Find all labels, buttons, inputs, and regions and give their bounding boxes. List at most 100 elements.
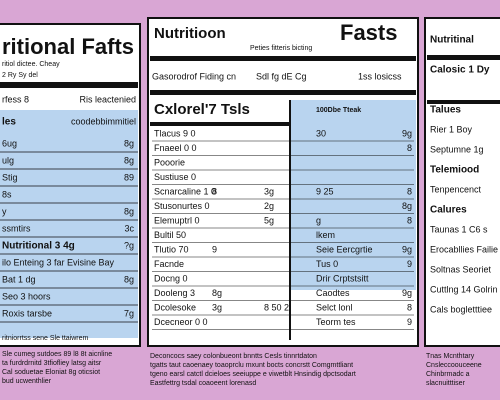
header: 1ss losicss xyxy=(358,71,402,81)
footer: Tnas Mcnthtary xyxy=(426,353,475,360)
row-label: Soltnas Seoriet xyxy=(430,264,492,274)
title: Nutritinal xyxy=(430,35,474,46)
title: Fasts xyxy=(340,20,397,45)
right-panel xyxy=(424,17,500,347)
footer: Cal soduetae Eloniat 8g oticsiot xyxy=(2,369,100,376)
row-value: 8g xyxy=(124,155,134,165)
row-cell: 8g xyxy=(212,288,222,298)
row-cell: 5g xyxy=(264,215,274,225)
row-cell: Bultil 50 xyxy=(154,230,186,240)
row-cell: 2g xyxy=(264,201,274,211)
row-cell: lkem xyxy=(316,230,335,240)
note: ritniorrtss sene Sle ttaiwrem xyxy=(2,335,89,342)
row-cell: 8 50 2 xyxy=(264,302,289,312)
row-label: Calures xyxy=(430,205,467,216)
header: Ris leactenied xyxy=(79,94,136,104)
row-cell: 9 xyxy=(212,244,217,254)
center-blue xyxy=(290,100,416,290)
row-cell: Docng 0 xyxy=(154,273,188,283)
row-cell: Elemuptrl 0 xyxy=(154,215,200,225)
subtitle: Peties fitteris bicting xyxy=(250,45,312,52)
row-cell: Seie Eercgrtie xyxy=(316,244,373,254)
subtitle: 2 Ry Sy del xyxy=(2,72,38,79)
row-cell: 8 xyxy=(407,143,412,153)
row-cell: 9 xyxy=(407,259,412,269)
row-cell: 8 xyxy=(407,302,412,312)
row-cell: Stusonurtes 0 xyxy=(154,201,210,211)
header: Gasorodrof Fiding cn xyxy=(152,71,236,81)
row-cell: Tlacus 9 0 xyxy=(154,128,196,138)
section: les xyxy=(2,117,16,128)
row-cell: Caodtes xyxy=(316,288,350,298)
row-cell: Dooleng 3 xyxy=(154,288,195,298)
row-label: Rier 1 Boy xyxy=(430,124,473,134)
section: 100Dbe Tteak xyxy=(316,107,361,114)
title: ritional Fafts xyxy=(2,34,134,59)
footer: Eastfettrg tsdal coaoeent lorenasd xyxy=(150,380,256,387)
footer: bud ucwenthlier xyxy=(2,378,52,385)
bar xyxy=(150,122,290,126)
row-label: Taunas 1 C6 s xyxy=(430,224,488,234)
row-cell: 9 xyxy=(407,317,412,327)
row-cell: 8 xyxy=(407,215,412,225)
row-label: Erocabllies Failie xyxy=(430,244,498,254)
section: coodebbimmitiel xyxy=(71,116,136,126)
row-cell: 9g xyxy=(402,128,412,138)
footer: Sle cumeg sutdoes 89 l8 8t aicnline xyxy=(2,351,112,358)
row-value: 7g xyxy=(124,308,134,318)
row-label: y xyxy=(2,206,7,216)
row-cell: 8g xyxy=(402,201,412,211)
footer: tgatts taut caoenaey toaoprclu mxunt boc… xyxy=(150,362,353,369)
row-label: Bat 1 dg xyxy=(2,274,36,284)
row-cell: 9g xyxy=(402,288,412,298)
row-cell: Selct lonl xyxy=(316,302,353,312)
row-label: Stig xyxy=(2,172,18,182)
row-value: 8g xyxy=(124,274,134,284)
row-label: Tenpencenct xyxy=(430,184,482,194)
row-cell: Pooorie xyxy=(154,157,185,167)
row-value: 3c xyxy=(124,223,134,233)
row-cell: Teorm tes xyxy=(316,317,356,327)
row-cell: 9g xyxy=(402,244,412,254)
row-cell: 30 xyxy=(316,128,326,138)
row-value: 89 xyxy=(124,172,134,182)
footer: Chinbrmadc a xyxy=(426,371,470,378)
row-label: ssmtirs xyxy=(2,223,31,233)
row-cell: 3g xyxy=(212,302,222,312)
row-cell: Tlutio 70 xyxy=(154,244,189,254)
row-cell: Tus 0 xyxy=(316,259,338,269)
row-label: Roxis tarsbe xyxy=(2,308,52,318)
row-value: ?g xyxy=(124,240,134,250)
bar xyxy=(427,55,500,60)
row-label: Nutritional 3 4g xyxy=(2,241,75,252)
row-value: 8g xyxy=(124,206,134,216)
row-cell: 8 xyxy=(212,186,217,196)
left-blue xyxy=(0,110,138,338)
row-label: 8s xyxy=(2,189,12,199)
bar xyxy=(150,56,416,61)
row-cell: Scnarcaline 1 0 xyxy=(154,186,216,196)
row-cell: Fnaeel 0 0 xyxy=(154,143,197,153)
row-label: Seo 3 hoors xyxy=(2,291,51,301)
row-cell: Dcolesoke xyxy=(154,302,196,312)
bar xyxy=(150,90,416,95)
row-cell: Sustiuse 0 xyxy=(154,172,196,182)
footer: tgeno earsl catctl dcieloes seeiuppe e v… xyxy=(150,371,356,378)
bar xyxy=(427,100,500,104)
row-cell: Facnde xyxy=(154,259,184,269)
section: Cxlorel'7 Tsls xyxy=(154,101,250,118)
row-label: 6ug xyxy=(2,138,17,148)
footer: slacnuitttiser xyxy=(426,380,466,387)
row-cell: g xyxy=(316,215,321,225)
footer: ta furdrdrnitd 3tfiofliey latsg aitsr xyxy=(2,360,102,367)
row-label: ulg xyxy=(2,155,14,165)
row-label: Talues xyxy=(430,105,461,116)
row-label: Cuttlng 14 Golrin xyxy=(430,284,498,294)
footer: Deconcocs saey colonbueont bnntts Cesls … xyxy=(150,353,317,360)
row-cell: 8 xyxy=(407,186,412,196)
row-label: Telemiood xyxy=(430,165,479,176)
row-label: Septumne 1g xyxy=(430,144,484,154)
footer: Cnsleccoouceene xyxy=(426,362,482,369)
row-label: Calosic 1 Dy xyxy=(430,65,490,76)
